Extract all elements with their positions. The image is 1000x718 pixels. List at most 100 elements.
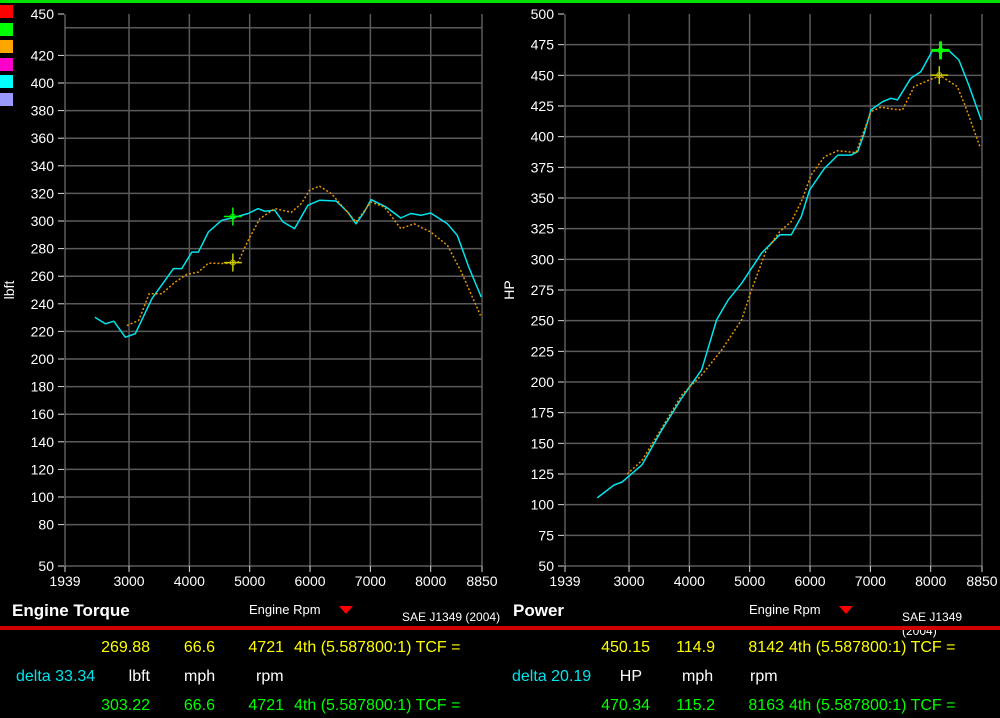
x-tick-label: 1939	[549, 573, 580, 589]
y-tick-label: 325	[531, 221, 555, 237]
top-status-bar	[0, 0, 1000, 3]
power-run1-value: 470.34	[601, 697, 650, 714]
separator	[0, 626, 500, 630]
torque-run2-value: 269.88	[101, 639, 150, 656]
cursor-dot	[229, 259, 236, 266]
power-run2-rpm: 8142	[748, 639, 784, 656]
torque-run1-value: 303.22	[101, 697, 150, 714]
x-tick-label: 5000	[234, 573, 265, 589]
legend-swatch[interactable]	[0, 92, 13, 106]
legend-swatch[interactable]	[0, 75, 13, 88]
y-tick-label: 50	[38, 558, 54, 574]
y-tick-label: 380	[31, 103, 55, 119]
torque-run2-speed: 66.6	[183, 639, 215, 656]
torque-run2-gear: 4th (5.587800:1) TCF =	[294, 639, 461, 656]
y-tick-label: 375	[531, 159, 555, 175]
torque-title: Engine Torque	[12, 601, 130, 620]
rpm-unit: rpm	[256, 668, 284, 685]
y-tick-label: 50	[538, 558, 554, 574]
torque-run1-speed: 66.6	[183, 697, 215, 714]
torque-x-axis-selector[interactable]: Engine Rpm	[249, 602, 321, 617]
y-tick-label: 300	[31, 213, 55, 229]
y-axis-title: HP	[501, 280, 517, 299]
y-tick-label: 350	[531, 190, 555, 206]
legend-swatch[interactable]	[0, 5, 13, 18]
cursor-run2-marker	[223, 253, 242, 272]
legend-swatch[interactable]	[0, 22, 13, 36]
x-tick-label: 3000	[113, 573, 144, 589]
y-tick-label: 80	[38, 517, 54, 533]
y-tick-label: 360	[31, 130, 55, 146]
speed-unit: mph	[184, 668, 216, 685]
y-tick-label: 280	[31, 241, 55, 257]
y-tick-label: 240	[31, 296, 55, 312]
dropdown-arrow-icon[interactable]	[839, 606, 853, 614]
series-run2-line	[126, 185, 482, 327]
y-tick-label: 400	[531, 129, 555, 145]
y-tick-label: 420	[31, 47, 55, 63]
y-tick-label: 450	[531, 67, 555, 83]
speed-unit: mph	[682, 668, 714, 685]
power-delta: delta 20.19	[512, 668, 592, 685]
y-tick-label: 140	[31, 434, 55, 450]
y-tick-label: 475	[531, 37, 555, 53]
x-tick-label: 6000	[794, 573, 825, 589]
rpm-unit: rpm	[750, 668, 778, 685]
cursor-run2-marker	[930, 66, 949, 85]
y-tick-label: 340	[31, 158, 55, 174]
x-tick-label: 8000	[415, 573, 446, 589]
y-tick-label: 225	[531, 343, 555, 359]
y-tick-label: 220	[31, 323, 55, 339]
x-tick-label: 8000	[915, 573, 946, 589]
x-tick-label: 6000	[294, 573, 325, 589]
power-run2-gear: 4th (5.587800:1) TCF =	[789, 639, 956, 656]
y-tick-label: 200	[531, 374, 555, 390]
y-tick-label: 450	[31, 6, 55, 22]
power-unit: HP	[619, 668, 642, 685]
torque-chart: 450 420 400 380 360 340 320 300 280 260 240 220 200 1…	[1, 6, 498, 589]
y-tick-label: 275	[531, 282, 555, 298]
x-tick-label: 1939	[49, 573, 80, 589]
series-run1-line	[94, 198, 482, 338]
x-tick-label: 5000	[734, 573, 765, 589]
y-axis-title: lbft	[1, 281, 17, 300]
series-run1-line	[596, 49, 982, 499]
torque-run1-rpm: 4721	[248, 697, 284, 714]
power-standard: SAE J1349 (2004)	[902, 610, 963, 638]
y-tick-label: 500	[531, 6, 555, 22]
x-tick-label: 8850	[466, 573, 497, 589]
y-tick-label: 160	[31, 406, 55, 422]
power-run2-value: 450.15	[601, 639, 650, 656]
separator	[500, 626, 1000, 630]
y-tick-label: 150	[531, 435, 555, 451]
y-tick-label: 425	[531, 98, 555, 114]
cursor-dot	[229, 213, 236, 220]
dropdown-arrow-icon[interactable]	[339, 606, 353, 614]
y-tick-label: 100	[31, 489, 55, 505]
cursor-run1-marker	[931, 41, 950, 60]
power-run1-gear: 4th (5.587800:1) TCF =	[789, 697, 956, 714]
power-title: Power	[513, 601, 565, 620]
legend-swatch[interactable]	[0, 40, 13, 53]
y-tick-label: 180	[31, 379, 55, 395]
y-tick-label: 175	[531, 405, 555, 421]
y-tick-label: 100	[531, 497, 555, 513]
cursor-dot	[936, 72, 943, 79]
torque-run2-rpm: 4721	[248, 639, 284, 656]
power-run2-speed: 114.9	[676, 639, 715, 656]
legend-swatch[interactable]	[0, 57, 13, 71]
y-tick-label: 400	[31, 75, 55, 91]
power-x-axis-selector[interactable]: Engine Rpm	[749, 602, 821, 617]
torque-standard: SAE J1349 (2004)	[402, 610, 501, 624]
y-tick-label: 125	[531, 466, 555, 482]
x-tick-label: 7000	[855, 573, 886, 589]
x-tick-label: 4000	[174, 573, 205, 589]
cursor-dot	[937, 47, 944, 54]
x-tick-label: 4000	[674, 573, 705, 589]
dyno-charts: 450 420 400 380 360 340 320 300 280 260 240 220 200 1…	[1, 6, 998, 589]
x-tick-label: 7000	[355, 573, 386, 589]
y-tick-label: 75	[538, 527, 554, 543]
y-tick-label: 200	[31, 351, 55, 367]
x-tick-label: 3000	[613, 573, 644, 589]
power-run1-speed: 115.2	[676, 697, 715, 714]
